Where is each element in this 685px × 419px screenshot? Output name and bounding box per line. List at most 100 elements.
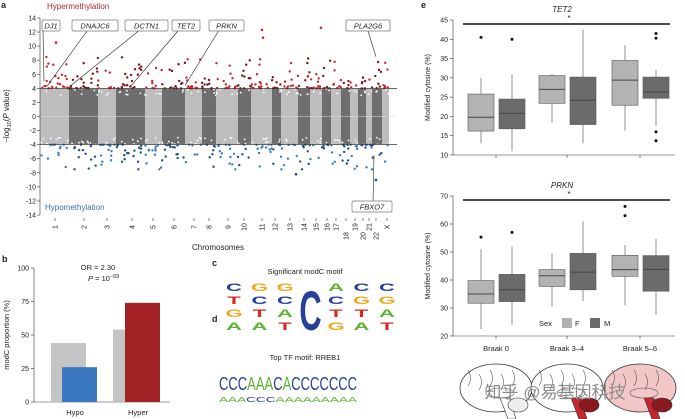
data-point-nonsig bbox=[59, 94, 62, 97]
logo-letter: A bbox=[379, 307, 395, 320]
logo-letter: C bbox=[256, 397, 266, 404]
logo-letter: A bbox=[321, 397, 331, 404]
y-tick-label: 6 bbox=[32, 72, 36, 79]
data-point bbox=[338, 154, 342, 157]
data-point bbox=[81, 148, 85, 152]
data-point bbox=[171, 145, 174, 149]
y-tick-label: 30 bbox=[440, 75, 448, 82]
y-tick-label: 20 bbox=[440, 114, 448, 121]
data-point-nonsig bbox=[224, 138, 226, 141]
data-point bbox=[355, 147, 359, 151]
x-axis-label: Chromosomes bbox=[192, 243, 244, 252]
box-iqr bbox=[498, 274, 526, 302]
data-point bbox=[196, 153, 199, 156]
leader-line bbox=[46, 30, 88, 87]
x-tick-label: 3 bbox=[105, 225, 112, 229]
data-point bbox=[64, 165, 67, 169]
data-point-nonsig bbox=[74, 88, 76, 91]
y-tick-label: 30 bbox=[440, 306, 448, 313]
data-point bbox=[150, 79, 154, 83]
data-point bbox=[229, 72, 232, 75]
legend-title: Sex bbox=[539, 319, 552, 328]
data-point bbox=[57, 153, 60, 157]
data-point bbox=[87, 167, 90, 170]
data-point bbox=[289, 61, 293, 65]
data-point bbox=[228, 64, 231, 67]
logo-letter: C bbox=[266, 397, 276, 404]
data-point bbox=[333, 69, 336, 72]
data-point-nonsig bbox=[146, 138, 149, 141]
data-point bbox=[94, 164, 97, 167]
data-point bbox=[125, 84, 129, 87]
data-point bbox=[158, 168, 161, 171]
data-point bbox=[383, 85, 387, 88]
brain-fold bbox=[467, 369, 471, 387]
y-tick-label: 75 bbox=[21, 299, 29, 306]
data-point bbox=[234, 168, 237, 171]
data-point bbox=[57, 151, 60, 154]
data-point bbox=[101, 160, 104, 163]
data-point bbox=[260, 85, 263, 88]
x-tick-label: 5 bbox=[151, 225, 158, 229]
data-point bbox=[342, 150, 346, 154]
logo-letter: T bbox=[380, 320, 394, 333]
chromosome-10 bbox=[236, 59, 252, 167]
data-point-nonsig bbox=[49, 137, 52, 140]
data-point bbox=[297, 84, 301, 88]
box-m bbox=[569, 29, 597, 144]
data-point bbox=[365, 166, 368, 169]
box-m bbox=[642, 32, 670, 143]
gene-box bbox=[124, 19, 169, 32]
data-point-nonsig bbox=[375, 90, 378, 93]
data-point bbox=[228, 85, 231, 88]
data-point bbox=[236, 155, 240, 159]
data-point bbox=[347, 147, 350, 150]
data-point bbox=[203, 77, 207, 80]
logo-letter: C bbox=[348, 374, 357, 394]
data-point-nonsig bbox=[237, 142, 240, 145]
data-point-nonsig bbox=[348, 90, 351, 92]
data-point bbox=[100, 163, 103, 166]
gene-label-box: DNAJC6 bbox=[46, 19, 119, 87]
brain-fold bbox=[622, 373, 626, 391]
data-point bbox=[249, 77, 252, 80]
x-tick-label: Hyper bbox=[128, 408, 149, 417]
data-point bbox=[176, 152, 179, 156]
outlier-point bbox=[319, 26, 323, 30]
data-point bbox=[228, 147, 232, 151]
box-m bbox=[498, 230, 526, 325]
data-point bbox=[169, 145, 172, 149]
data-point bbox=[77, 156, 80, 159]
y-tick-label: -4 bbox=[30, 142, 36, 149]
x-tick-label: Braak 0 bbox=[483, 344, 509, 353]
data-point-nonsig bbox=[347, 139, 350, 142]
data-point bbox=[96, 70, 99, 73]
data-point bbox=[364, 146, 367, 149]
data-point bbox=[279, 155, 283, 158]
data-point-nonsig bbox=[158, 142, 160, 144]
hypermethylation-label: Hypermethylation bbox=[47, 2, 109, 11]
data-point bbox=[306, 57, 310, 60]
x-tick-label: 20 bbox=[361, 232, 368, 240]
data-point-nonsig bbox=[356, 141, 359, 144]
x-tick-label: 13 bbox=[288, 223, 295, 231]
data-point bbox=[349, 81, 352, 84]
chromosome-3 bbox=[97, 69, 116, 166]
data-point bbox=[307, 162, 310, 166]
brain-fold bbox=[655, 369, 659, 387]
watermark-text: 知乎 @易基因科技 bbox=[485, 383, 626, 402]
data-point bbox=[332, 82, 336, 86]
logo-letter: A bbox=[339, 397, 349, 404]
data-point bbox=[222, 79, 225, 83]
x-tick-label: 19 bbox=[353, 223, 360, 231]
data-point bbox=[341, 159, 344, 162]
data-point bbox=[333, 60, 336, 63]
data-point bbox=[84, 152, 87, 156]
data-point bbox=[354, 84, 358, 87]
data-point bbox=[350, 86, 353, 89]
data-point bbox=[304, 79, 307, 82]
data-point bbox=[272, 162, 275, 165]
panel-label-e: e bbox=[421, 0, 426, 10]
